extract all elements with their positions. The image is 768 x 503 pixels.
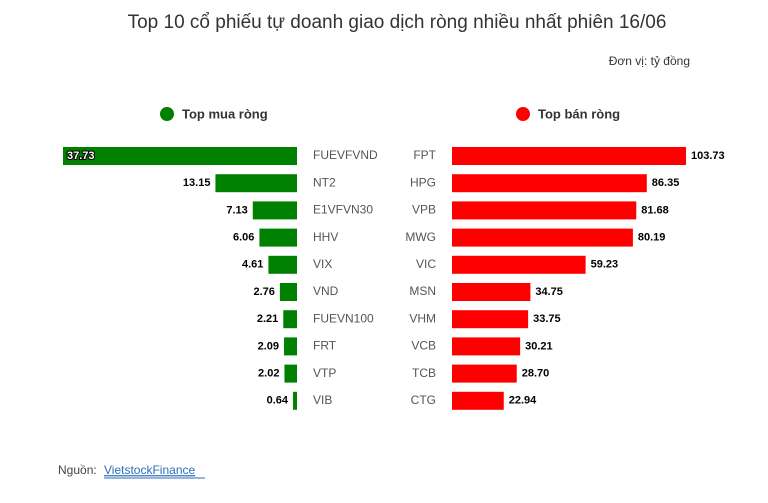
- value-label: 2.76: [253, 286, 274, 298]
- category-label: VCB: [411, 339, 436, 353]
- source-link[interactable]: VietstockFinance: [104, 463, 195, 477]
- legend-marker: [516, 107, 530, 121]
- legend-label: Top bán ròng: [538, 106, 620, 121]
- category-label: MSN: [409, 284, 436, 298]
- category-label: VTP: [313, 366, 336, 380]
- value-label: 13.15: [183, 177, 211, 189]
- value-label: 4.61: [242, 259, 263, 271]
- chart-title: Top 10 cổ phiếu tự doanh giao dịch ròng …: [128, 12, 667, 33]
- bar: [452, 310, 529, 329]
- category-label: VHM: [409, 311, 436, 325]
- category-label: E1VFVN30: [313, 203, 373, 217]
- bar: [452, 174, 647, 193]
- value-label: 28.70: [522, 368, 550, 380]
- value-label: 103.73: [691, 150, 725, 162]
- value-label: 34.75: [535, 286, 563, 298]
- category-label: HPG: [410, 175, 436, 189]
- value-label: 80.19: [638, 232, 666, 244]
- category-label: FRT: [313, 339, 337, 353]
- bar: [215, 174, 297, 193]
- bar: [284, 364, 297, 383]
- value-label: 86.35: [652, 177, 680, 189]
- value-label: 22.94: [509, 395, 537, 407]
- category-label: VIB: [313, 393, 332, 407]
- bar: [284, 337, 297, 356]
- category-label: NT2: [313, 175, 336, 189]
- value-label: 2.21: [257, 313, 278, 325]
- source-label: Nguồn:: [58, 463, 97, 477]
- bar: [452, 283, 531, 301]
- bar: [452, 364, 517, 383]
- category-label: VIX: [313, 257, 332, 271]
- bar: [283, 310, 297, 329]
- value-label: 2.09: [258, 340, 279, 352]
- bar: [452, 147, 686, 165]
- value-label: 6.06: [233, 232, 254, 244]
- bar: [268, 255, 297, 274]
- value-label: 33.75: [533, 313, 561, 325]
- category-label: FPT: [413, 148, 436, 162]
- value-label: 59.23: [591, 259, 619, 271]
- bar: [452, 255, 586, 274]
- value-label: 30.21: [525, 340, 553, 352]
- category-label: TCB: [412, 366, 436, 380]
- category-label: MWG: [405, 230, 436, 244]
- value-label: 0.64: [267, 395, 289, 407]
- value-label: 81.68: [641, 204, 669, 216]
- bar: [452, 201, 637, 220]
- category-label: VND: [313, 284, 339, 298]
- bar: [259, 228, 297, 247]
- category-label: HHV: [313, 230, 338, 244]
- category-label: CTG: [411, 393, 436, 407]
- bar: [252, 201, 297, 220]
- legend-marker: [160, 107, 174, 121]
- bar: [63, 147, 297, 165]
- bar: [293, 391, 297, 410]
- category-label: FUEVFVND: [313, 148, 378, 162]
- category-label: VIC: [416, 257, 436, 271]
- legend-label: Top mua ròng: [182, 106, 268, 121]
- bar: [452, 337, 521, 356]
- value-label: 37.73: [67, 150, 95, 162]
- value-label: 2.02: [258, 368, 279, 380]
- bar: [452, 391, 504, 410]
- unit-note: Đơn vị: tỷ đồng: [609, 54, 690, 68]
- category-label: VPB: [412, 203, 436, 217]
- bar: [279, 283, 297, 301]
- value-label: 7.13: [226, 204, 247, 216]
- category-label: FUEVN100: [313, 311, 374, 325]
- bar: [452, 228, 633, 247]
